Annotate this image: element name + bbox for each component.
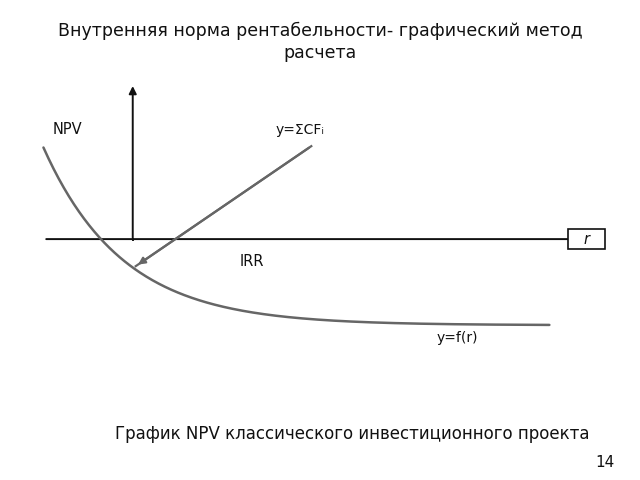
FancyBboxPatch shape (568, 229, 605, 249)
Text: Внутренняя норма рентабельности- графический метод
расчета: Внутренняя норма рентабельности- графиче… (58, 22, 582, 62)
Text: График NPV классического инвестиционного проекта: График NPV классического инвестиционного… (115, 425, 589, 443)
Text: IRR: IRR (239, 254, 264, 269)
Text: r: r (583, 232, 589, 247)
Text: NPV: NPV (52, 122, 82, 137)
Text: y=f(r): y=f(r) (436, 331, 478, 345)
Text: y=ΣCFᵢ: y=ΣCFᵢ (276, 122, 324, 137)
Text: 14: 14 (595, 456, 614, 470)
